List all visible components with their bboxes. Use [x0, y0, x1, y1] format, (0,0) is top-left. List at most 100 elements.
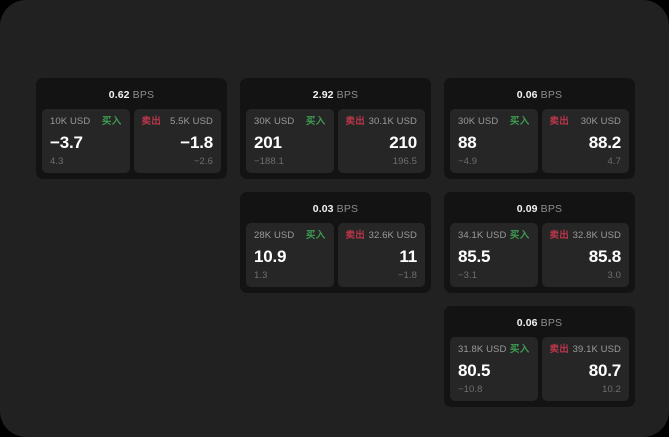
- card-header: 0.62 BPS: [42, 85, 221, 109]
- buy-main-value: 88: [458, 132, 477, 152]
- sell-panel-header: 卖出 30K USD: [550, 117, 622, 127]
- buy-sub-value: 4.3: [50, 155, 64, 167]
- sell-sub-value: 10.2: [602, 383, 621, 395]
- card-header: 0.03 BPS: [246, 199, 425, 223]
- buy-panel-header: 30K USD 买入: [458, 117, 530, 127]
- sell-sub-value: 4.7: [607, 155, 621, 167]
- sell-tag-label: 卖出: [141, 116, 162, 127]
- card-panels: 30K USD 买入 88 −4.9 卖出 30K USD 88.2 4.7: [450, 109, 629, 173]
- buy-panel[interactable]: 34.1K USD 买入 85.5 −3.1: [450, 223, 538, 287]
- sell-panel[interactable]: 卖出 32.8K USD 85.8 3.0: [541, 223, 629, 287]
- bps-value: 0.06: [516, 317, 538, 329]
- sell-panel[interactable]: 卖出 32.6K USD 11 −1.8: [337, 223, 425, 287]
- buy-sub-value: −3.1: [458, 269, 478, 281]
- sell-tag-label: 卖出: [549, 116, 570, 127]
- sell-sub-value: −2.6: [193, 155, 213, 167]
- sell-main-value: 210: [389, 132, 417, 152]
- buy-panel-header: 31.8K USD 买入: [458, 345, 530, 355]
- card-panels: 28K USD 买入 10.9 1.3 卖出 32.6K USD 11 −1.8: [246, 223, 425, 287]
- sell-tag-label: 卖出: [549, 230, 570, 241]
- card-header: 0.06 BPS: [450, 85, 629, 109]
- buy-sub-value: −4.9: [458, 155, 478, 167]
- bps-unit-label: BPS: [132, 89, 155, 101]
- sell-panel[interactable]: 卖出 5.5K USD −1.8 −2.6: [133, 109, 221, 173]
- buy-main-value: 10.9: [254, 246, 287, 266]
- sell-tag-label: 卖出: [345, 230, 366, 241]
- sell-panel[interactable]: 卖出 30.1K USD 210 196.5: [337, 109, 425, 173]
- spread-card[interactable]: 2.92 BPS 30K USD 买入 201 −188.1 卖出: [240, 78, 431, 179]
- spread-card[interactable]: 0.06 BPS 30K USD 买入 88 −4.9 卖出: [444, 78, 635, 179]
- sell-panel-header: 卖出 5.5K USD: [142, 117, 214, 127]
- buy-main-value: −3.7: [50, 132, 83, 152]
- sell-main-value: 85.8: [588, 246, 621, 266]
- buy-panel-header: 30K USD 买入: [254, 117, 326, 127]
- buy-main-value: 85.5: [458, 246, 491, 266]
- buy-tag-label: 买入: [305, 116, 326, 127]
- spread-card[interactable]: 0.03 BPS 28K USD 买入 10.9 1.3 卖出: [240, 192, 431, 293]
- buy-tag-label: 买入: [509, 116, 530, 127]
- sell-size-label: 5.5K USD: [169, 116, 213, 127]
- sell-main-value: −1.8: [180, 132, 213, 152]
- card-header: 0.09 BPS: [450, 199, 629, 223]
- card-panels: 31.8K USD 买入 80.5 −10.8 卖出 39.1K USD 80.…: [450, 337, 629, 401]
- sell-size-label: 32.8K USD: [572, 230, 621, 241]
- bps-unit-label: BPS: [540, 203, 563, 215]
- sell-size-label: 30K USD: [580, 116, 621, 127]
- card-header: 2.92 BPS: [246, 85, 425, 109]
- bps-value: 2.92: [312, 89, 334, 101]
- buy-panel[interactable]: 30K USD 买入 88 −4.9: [450, 109, 538, 173]
- sell-size-label: 39.1K USD: [572, 344, 621, 355]
- buy-panel[interactable]: 30K USD 买入 201 −188.1: [246, 109, 334, 173]
- buy-panel-header: 28K USD 买入: [254, 231, 326, 241]
- sell-main-value: 88.2: [588, 132, 621, 152]
- buy-sub-value: −10.8: [458, 383, 483, 395]
- card-header: 0.06 BPS: [450, 313, 629, 337]
- buy-sub-value: −188.1: [254, 155, 284, 167]
- sell-panel[interactable]: 卖出 30K USD 88.2 4.7: [541, 109, 629, 173]
- bps-unit-label: BPS: [336, 89, 359, 101]
- sell-size-label: 32.6K USD: [368, 230, 417, 241]
- card-column-2: 2.92 BPS 30K USD 买入 201 −188.1 卖出: [240, 78, 431, 293]
- bps-value: 0.62: [108, 89, 130, 101]
- buy-panel[interactable]: 28K USD 买入 10.9 1.3: [246, 223, 334, 287]
- spread-card-board: 0.62 BPS 10K USD 买入 −3.7 4.3 卖出: [36, 78, 636, 407]
- sell-main-value: 11: [399, 246, 417, 266]
- buy-tag-label: 买入: [509, 230, 530, 241]
- bps-unit-label: BPS: [336, 203, 359, 215]
- bps-value: 0.09: [516, 203, 538, 215]
- buy-tag-label: 买入: [305, 230, 326, 241]
- buy-size-label: 28K USD: [254, 230, 295, 241]
- sell-sub-value: 196.5: [392, 155, 417, 167]
- bps-value: 0.06: [516, 89, 538, 101]
- buy-size-label: 10K USD: [50, 116, 91, 127]
- buy-panel-header: 10K USD 买入: [50, 117, 122, 127]
- buy-size-label: 30K USD: [254, 116, 295, 127]
- bps-unit-label: BPS: [540, 317, 563, 329]
- card-column-1: 0.62 BPS 10K USD 买入 −3.7 4.3 卖出: [36, 78, 227, 179]
- sell-sub-value: 3.0: [607, 269, 621, 281]
- sell-size-label: 30.1K USD: [368, 116, 417, 127]
- sell-panel[interactable]: 卖出 39.1K USD 80.7 10.2: [541, 337, 629, 401]
- card-panels: 34.1K USD 买入 85.5 −3.1 卖出 32.8K USD 85.8…: [450, 223, 629, 287]
- sell-panel-header: 卖出 32.8K USD: [550, 231, 622, 241]
- bps-value: 0.03: [312, 203, 334, 215]
- sell-tag-label: 卖出: [345, 116, 366, 127]
- spread-card[interactable]: 0.06 BPS 31.8K USD 买入 80.5 −10.8 卖出: [444, 306, 635, 407]
- sell-panel-header: 卖出 39.1K USD: [550, 345, 622, 355]
- buy-panel[interactable]: 31.8K USD 买入 80.5 −10.8: [450, 337, 538, 401]
- spread-card[interactable]: 0.09 BPS 34.1K USD 买入 85.5 −3.1 卖出: [444, 192, 635, 293]
- buy-size-label: 30K USD: [458, 116, 499, 127]
- sell-main-value: 80.7: [588, 360, 621, 380]
- buy-sub-value: 1.3: [254, 269, 268, 281]
- card-panels: 30K USD 买入 201 −188.1 卖出 30.1K USD 210 1…: [246, 109, 425, 173]
- buy-main-value: 201: [254, 132, 282, 152]
- buy-panel-header: 34.1K USD 买入: [458, 231, 530, 241]
- sell-panel-header: 卖出 32.6K USD: [346, 231, 418, 241]
- spread-card[interactable]: 0.62 BPS 10K USD 买入 −3.7 4.3 卖出: [36, 78, 227, 179]
- card-panels: 10K USD 买入 −3.7 4.3 卖出 5.5K USD −1.8 −2.…: [42, 109, 221, 173]
- sell-panel-header: 卖出 30.1K USD: [346, 117, 418, 127]
- bps-unit-label: BPS: [540, 89, 563, 101]
- buy-panel[interactable]: 10K USD 买入 −3.7 4.3: [42, 109, 130, 173]
- card-column-3: 0.06 BPS 30K USD 买入 88 −4.9 卖出: [444, 78, 635, 407]
